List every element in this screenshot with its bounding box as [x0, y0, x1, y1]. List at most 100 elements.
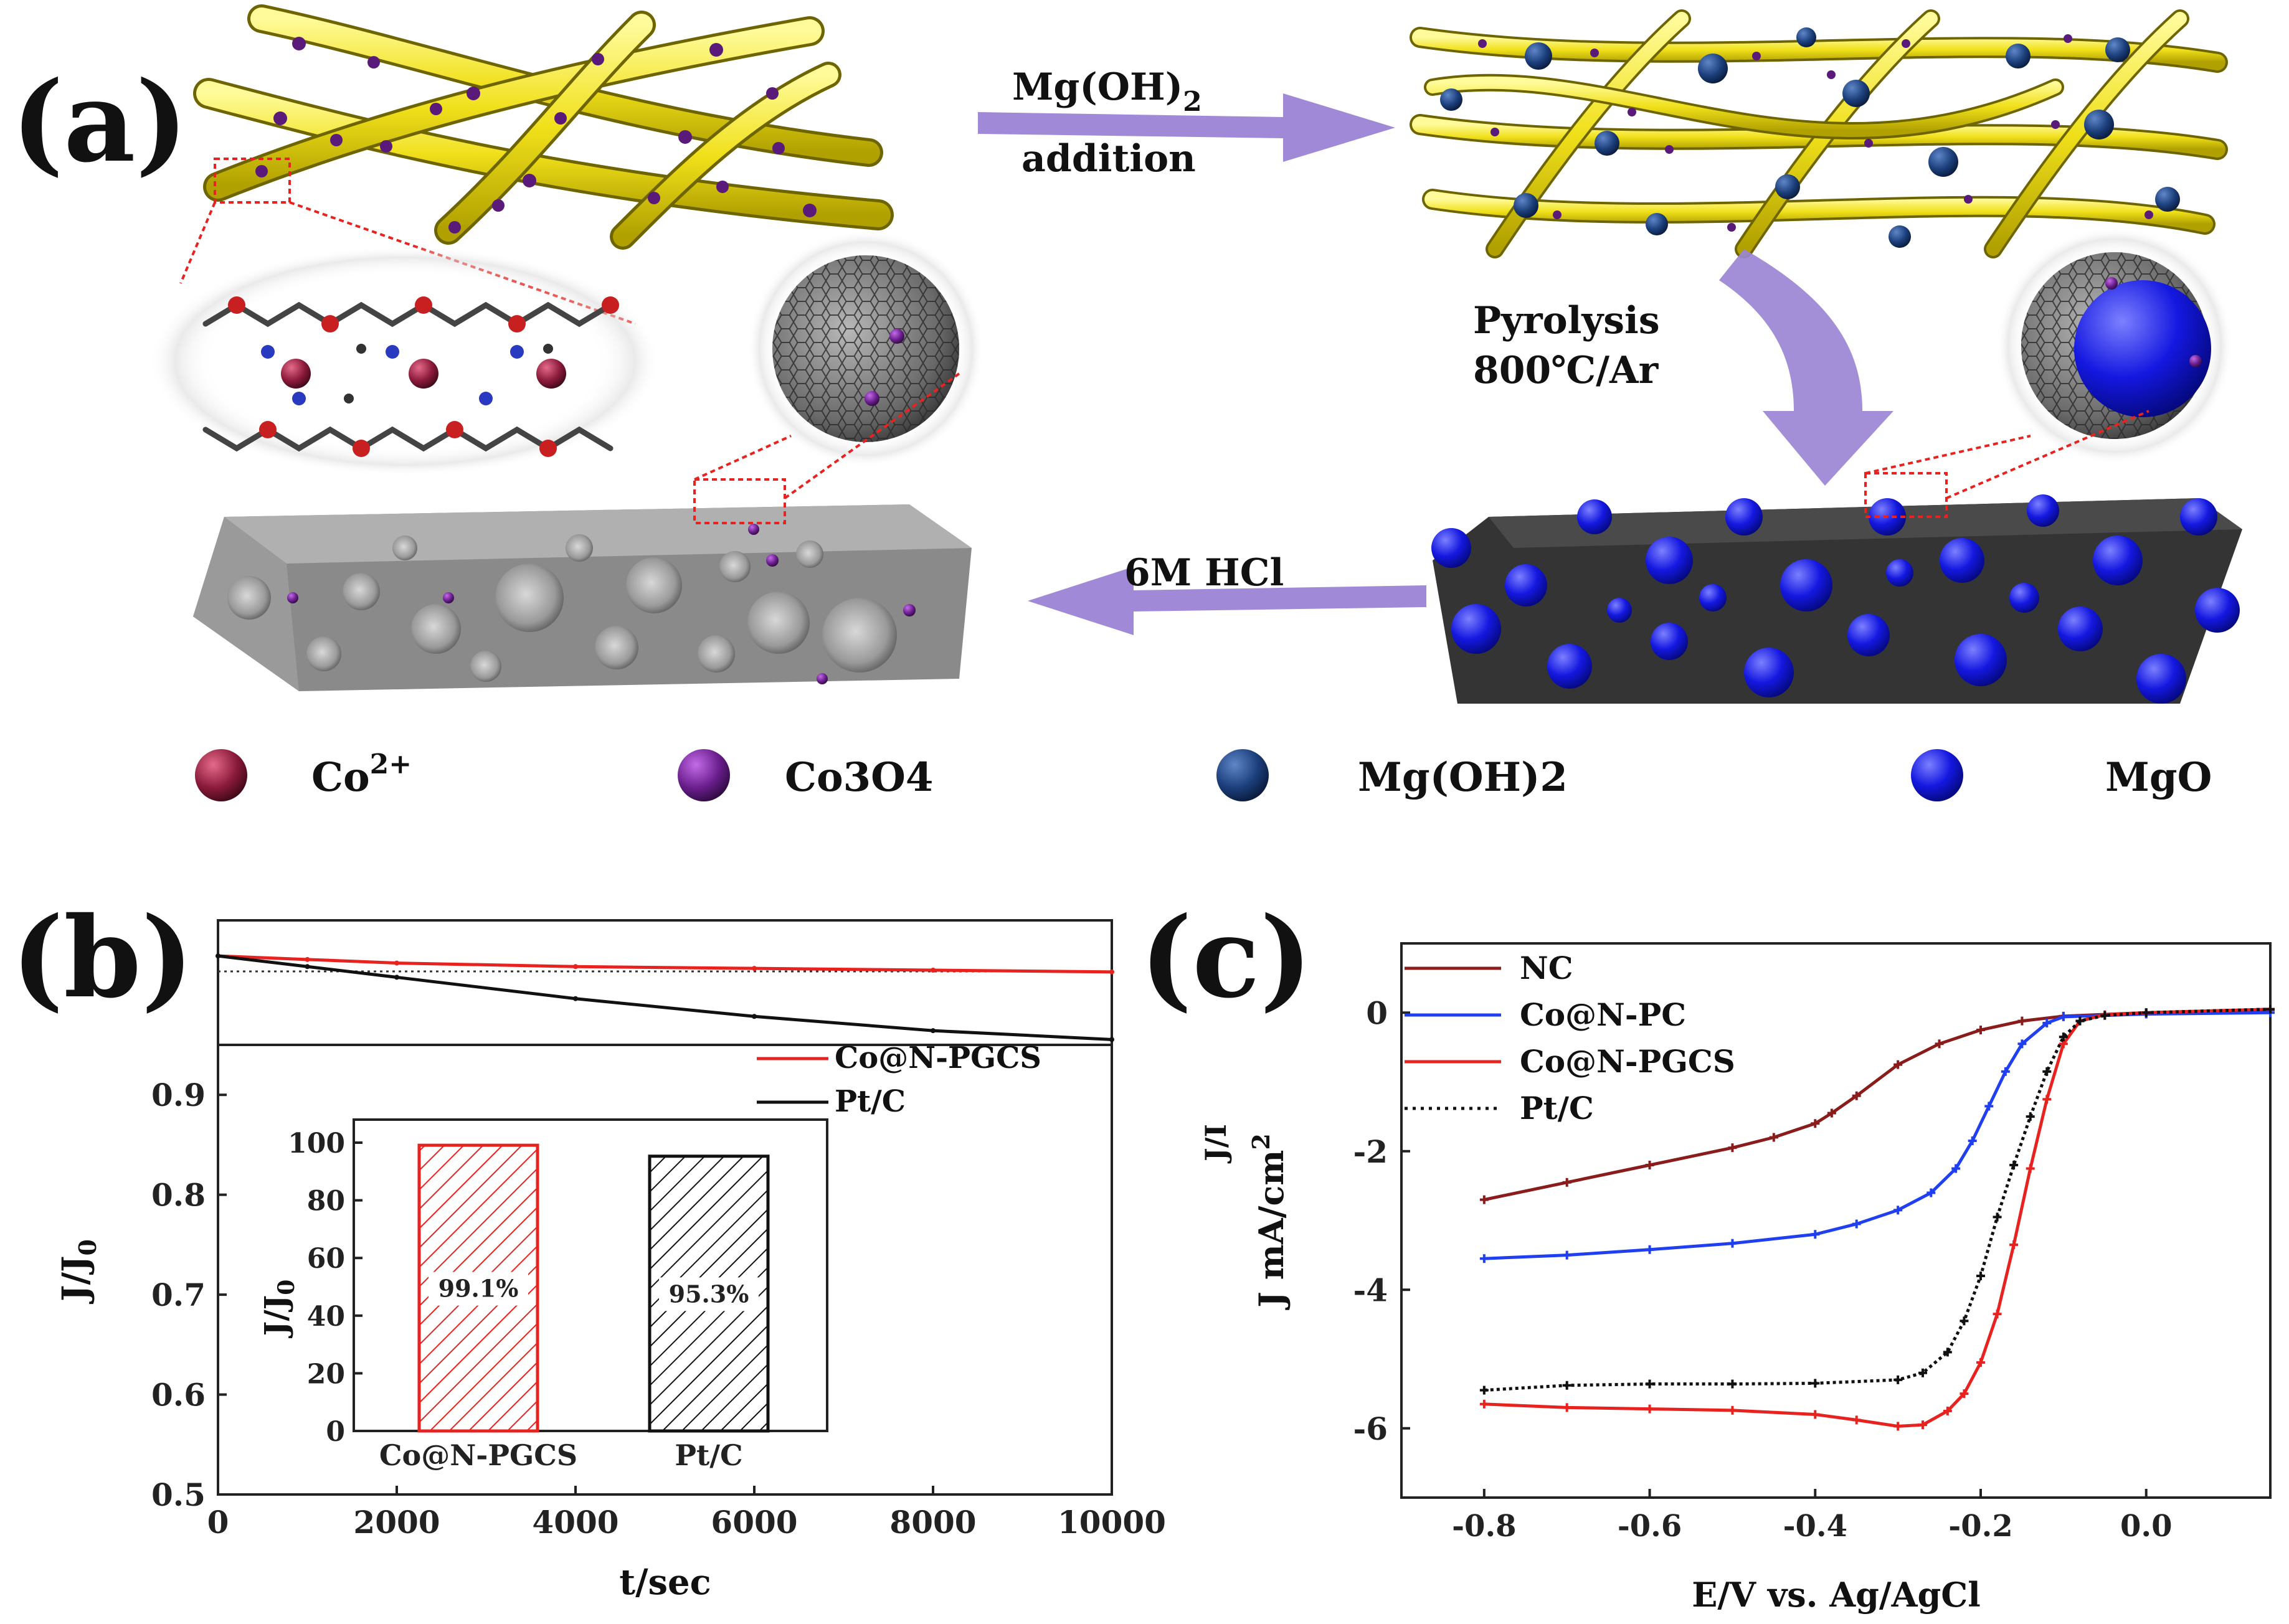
step2-text-line2: 800℃/Ar	[1473, 349, 1659, 392]
chart-c-ylabel-alt: J/I	[1199, 1124, 1233, 1164]
panel-a: (a)	[11, 4, 2242, 801]
chart-b-axes: 0 2000 4000 6000 8000 10000 0.5 0.6 0.7 0.8 0.9	[151, 1077, 1166, 1541]
chart-b-line-coatn-pgcs	[217, 954, 1112, 974]
chart-c-point-pt-c	[2026, 1112, 2035, 1121]
inset-bar-label-bg	[659, 1277, 759, 1311]
chart-c-point-coatn-pc	[1951, 1164, 1961, 1173]
legend-co2-label: Co2+	[311, 748, 412, 801]
chart-c-point-coatn-pgcs	[1852, 1415, 1861, 1425]
chart-c-ylabel: J mA/cm2	[1247, 1133, 1291, 1310]
chart-c-point-pt-c	[1976, 1272, 1985, 1280]
chart-c-point-coatn-pc	[2059, 1012, 2068, 1021]
chart-c-point-pt-c	[2266, 1004, 2275, 1014]
zoom-callout-mgo	[1864, 410, 2149, 518]
chart-b-point-coatn-pgcs	[305, 956, 310, 962]
step3-text: 6M HCl	[1124, 551, 1284, 595]
chart-c-point-coatn-pgcs	[1918, 1420, 1927, 1430]
carbon-mgo-block-illustration	[1431, 494, 2242, 704]
chart-c-point-coatn-pc	[1562, 1250, 1571, 1260]
chart-b-xtick-label: 6000	[711, 1504, 797, 1541]
carbon-shell-mgo-illustration	[1996, 227, 2233, 464]
chart-b-point-pt-c	[394, 975, 399, 980]
chart-b-xtick-label: 8000	[889, 1504, 976, 1541]
chart-c-point-coatn-pgcs	[1976, 1358, 1985, 1367]
inset-ytick-label: 0	[326, 1416, 345, 1448]
chart-c-point-nc	[1811, 1119, 1820, 1128]
chart-c-point-pt-c	[1562, 1381, 1571, 1390]
fiber-network-illustration	[193, 4, 894, 250]
chart-b-point-coatn-pgcs	[573, 964, 578, 970]
chart-c-point-pt-c	[1479, 1386, 1489, 1395]
chart-b-ytick-label: 0.5	[151, 1476, 206, 1513]
chart-c-point-coatn-pgcs	[1943, 1406, 1952, 1415]
chart-c-point-pt-c	[1918, 1368, 1927, 1377]
chart-c-point-nc	[1852, 1091, 1861, 1100]
carbon-shell-co3o4-illustration	[747, 230, 984, 467]
legend-mgoh2-label: Mg(OH)2	[1358, 754, 1568, 801]
chart-c-point-coatn-pc	[1479, 1254, 1489, 1263]
chart-b-point-coatn-pgcs	[752, 966, 757, 971]
chart-b-xtick-label: 2000	[353, 1504, 440, 1541]
panel-b: (b) 0 2000 4000 6000 8000 10000 0.5 0.6 0.7 0.8 0.…	[11, 892, 1166, 1603]
chart-c-legend: NC Co@N-PC Co@N-PGCS Pt/C	[1405, 950, 1735, 1126]
chart-c-point-nc	[1827, 1108, 1836, 1118]
chart-b-ytick-label: 0.8	[151, 1177, 206, 1214]
legend-co3o4-swatch	[678, 749, 730, 801]
inset-ytick-label: 100	[288, 1128, 345, 1159]
chart-c-xtick-label: -0.8	[1452, 1509, 1516, 1544]
chart-c-ytick-label: -6	[1353, 1410, 1388, 1447]
chart-c-point-nc	[1769, 1133, 1778, 1142]
chart-c-point-pt-c	[2141, 1008, 2151, 1017]
inset-category-label: Pt/C	[675, 1438, 742, 1472]
chart-b-point-pt-c	[752, 1014, 757, 1019]
chart-c-point-pt-c	[2009, 1161, 2019, 1169]
fiber-mgoh-network-illustration	[1410, 9, 2228, 258]
chart-c-point-nc	[1562, 1178, 1571, 1187]
inset-ytick-label: 80	[307, 1186, 345, 1217]
panel-c-label: (c)	[1140, 892, 1312, 1022]
zoom-callout-pore	[693, 372, 960, 524]
step1-text-line1: Mg(OH)2	[1012, 65, 1202, 118]
chart-b-point-coatn-pgcs	[1109, 969, 1114, 975]
chart-b-xtick-label: 4000	[532, 1504, 618, 1541]
chart-c-point-coatn-pgcs	[1645, 1404, 1654, 1414]
chart-b-upper-frame	[217, 919, 1113, 1046]
legend-c-coatnpgcs-label: Co@N-PGCS	[1520, 1043, 1735, 1080]
chart-c-point-coatn-pc	[1968, 1136, 1977, 1146]
chart-c-point-pt-c	[1960, 1316, 1969, 1326]
legend-co3o4-label: Co3O4	[785, 754, 933, 801]
arrow-hcl: 6M HCl	[1028, 551, 1426, 635]
chart-c-point-nc	[1976, 1026, 1985, 1035]
chart-c-point-nc	[1893, 1060, 1903, 1069]
chart-c-axes: -0.8 -0.6 -0.4 -0.2 0.0 0 -2 -4 -6	[1353, 994, 2172, 1544]
chart-b-legend: Co@N-PGCS Pt/C	[757, 1041, 1041, 1119]
chart-b-point-pt-c	[216, 953, 220, 959]
inset-ytick-label: 20	[307, 1358, 345, 1390]
chart-c-point-coatn-pgcs	[1811, 1410, 1820, 1419]
chart-c-xtick-label: -0.6	[1618, 1509, 1682, 1544]
legend-b-coatnpgcs-label: Co@N-PGCS	[835, 1041, 1041, 1075]
porous-carbon-block-illustration	[193, 504, 972, 691]
chart-c-point-pt-c	[1993, 1212, 2002, 1222]
chart-b-xtick-label: 10000	[1058, 1504, 1166, 1541]
chart-c-point-nc	[1479, 1195, 1489, 1204]
chart-c-point-pt-c	[2059, 1032, 2068, 1042]
chart-c-xlabel: E/V vs. Ag/AgCl	[1692, 1575, 1980, 1615]
chart-c-point-coatn-pgcs	[1562, 1403, 1571, 1412]
chart-c-point-coatn-pc	[1728, 1239, 1737, 1248]
legend-co2-swatch	[195, 749, 247, 801]
chart-b-inset: 0 20 40 60 80 100 99.1% Co@N-PGCS 95.3% Pt/C J/J0	[257, 1118, 828, 1472]
chart-c-point-coatn-pc	[2042, 1018, 2052, 1027]
step1-text-line2: addition	[1021, 137, 1196, 181]
panel-a-label: (a)	[11, 57, 188, 187]
legend-b-ptc-label: Pt/C	[835, 1084, 906, 1119]
chart-b-point-pt-c	[931, 1028, 936, 1034]
chart-c-xtick-label: -0.2	[1948, 1509, 2012, 1544]
legend-mgo-label: MgO	[2105, 754, 2212, 801]
chart-b-point-pt-c	[305, 964, 310, 970]
chart-c-point-coatn-pgcs	[2009, 1240, 2019, 1249]
inset-ytick-label: 60	[307, 1243, 345, 1275]
chart-b-ytick-label: 0.7	[151, 1277, 206, 1313]
inset-bar-label-bg	[429, 1272, 528, 1306]
chart-c-point-coatn-pgcs	[1893, 1422, 1903, 1431]
